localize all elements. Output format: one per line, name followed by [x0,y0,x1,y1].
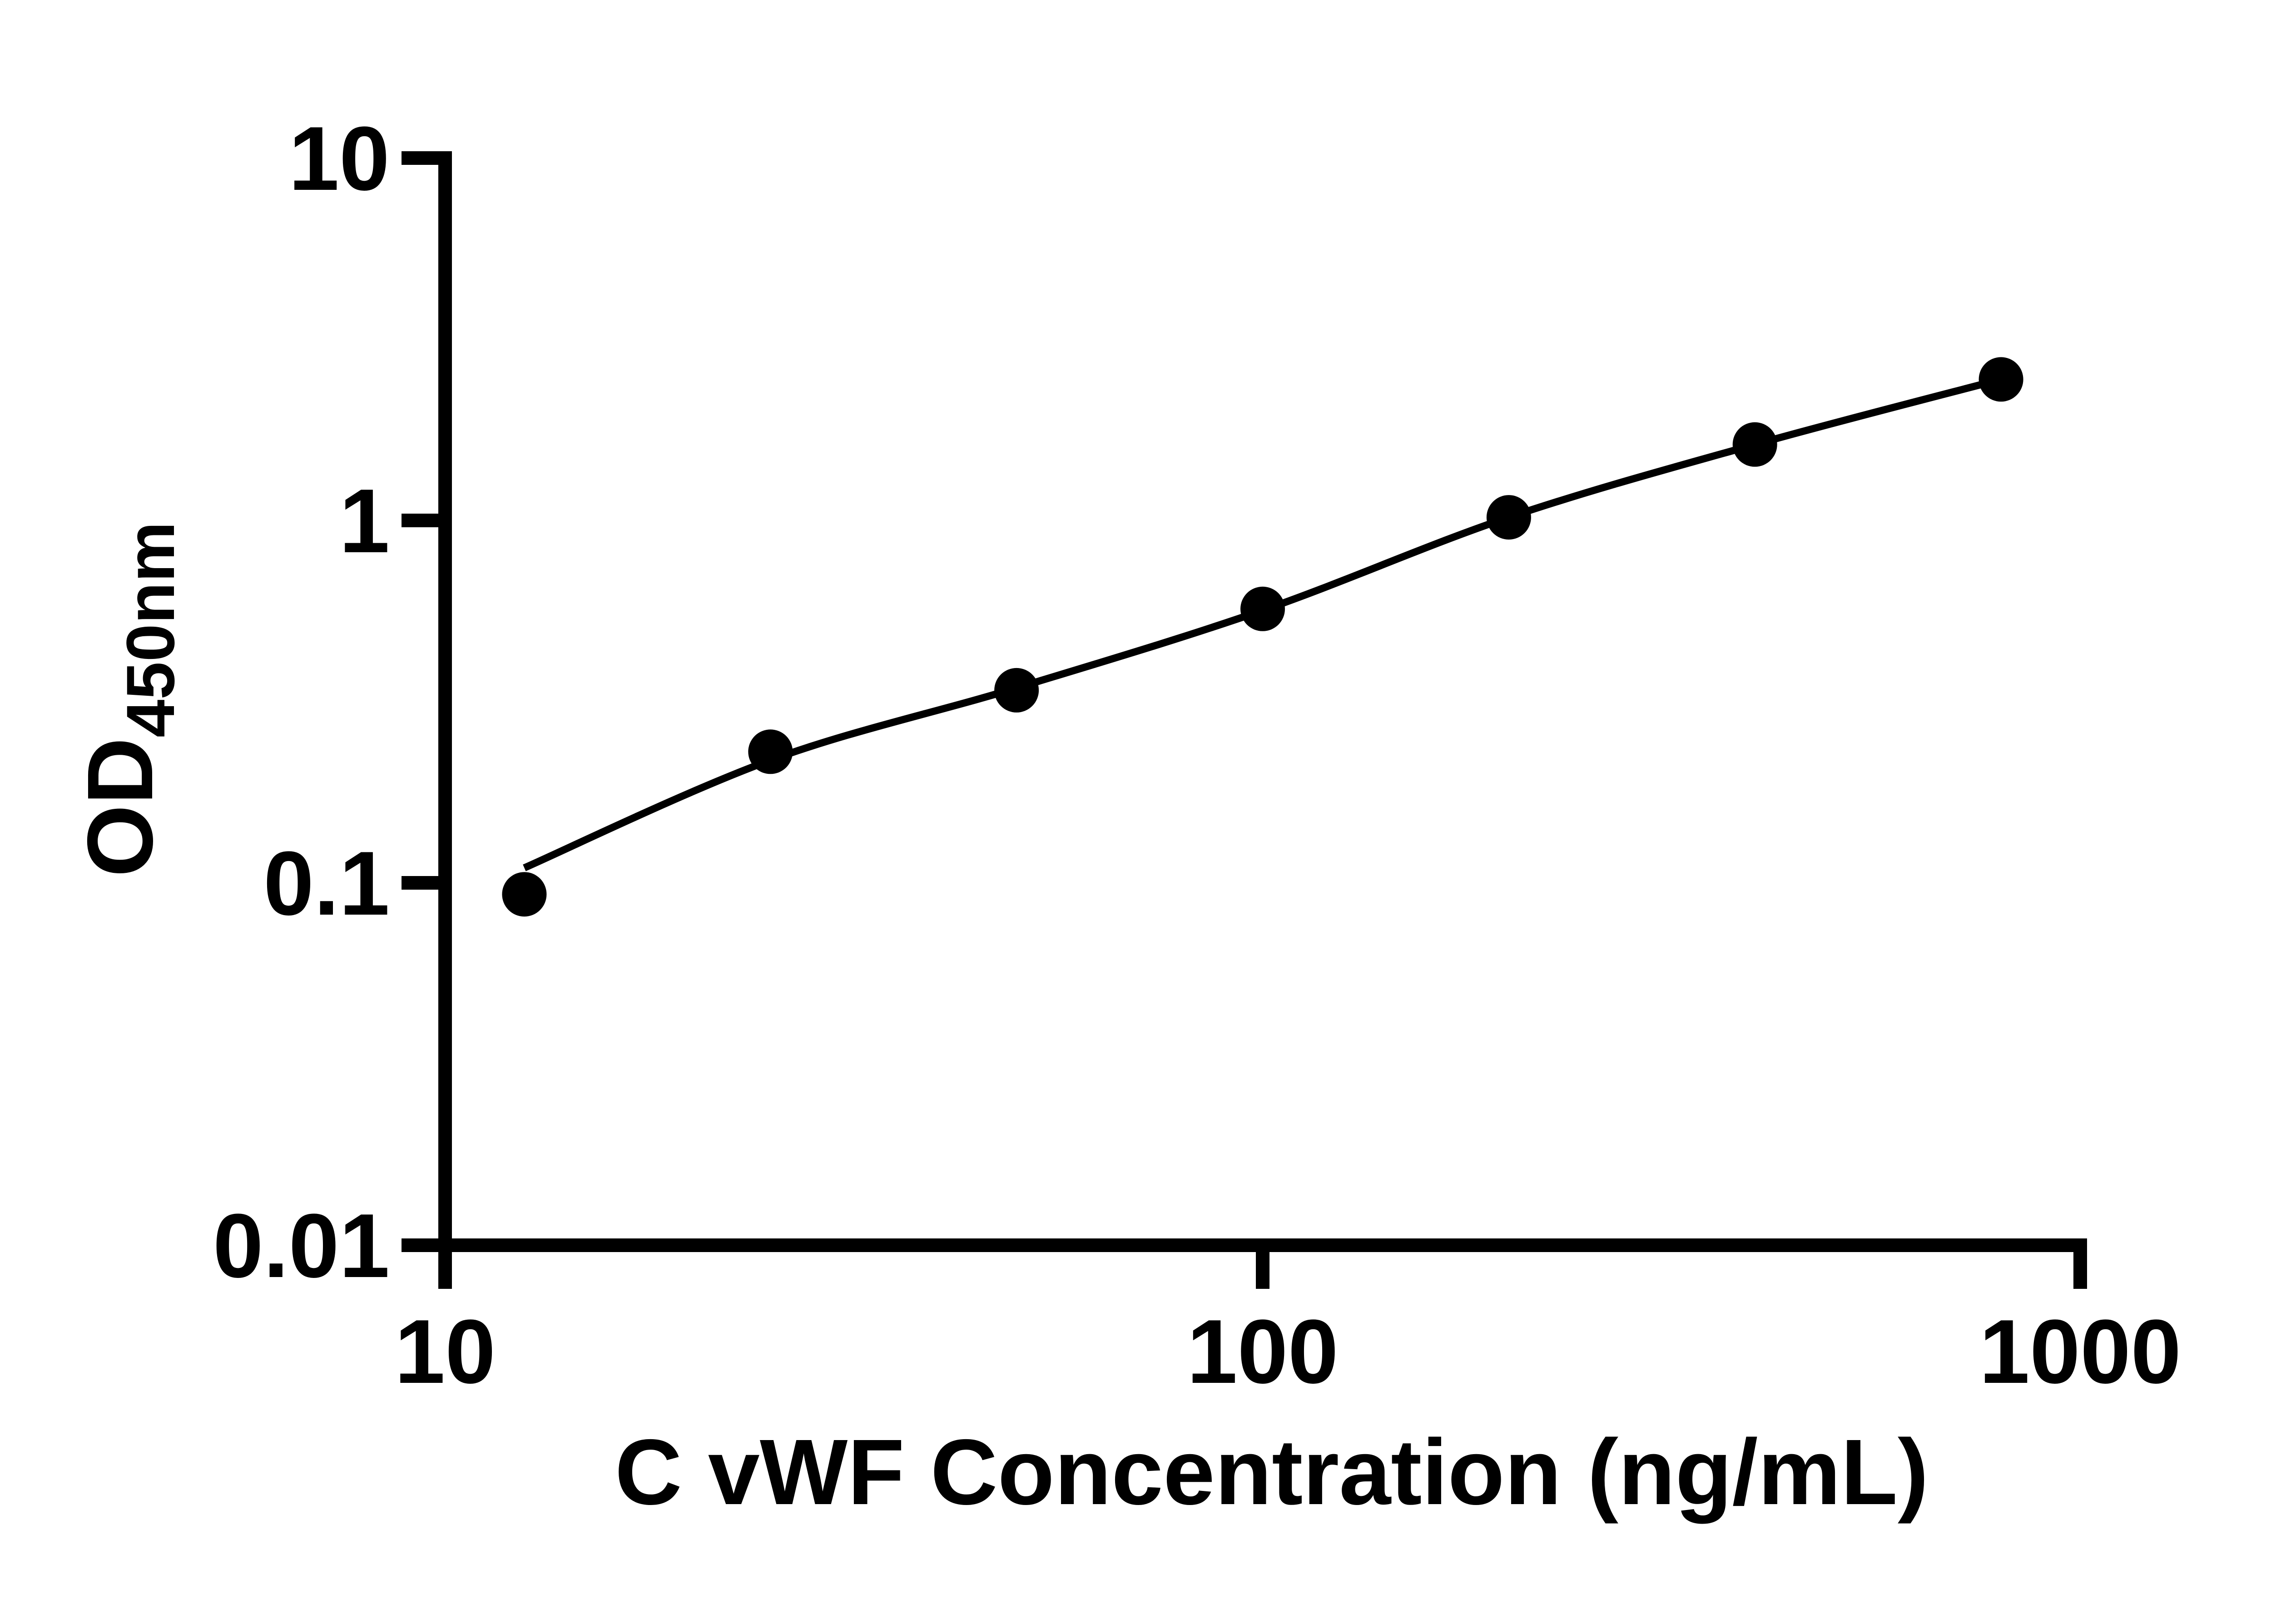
data-point [502,872,547,917]
svg-text:OD450nm: OD450nm [68,522,188,877]
data-point [748,729,793,774]
x-tick-label: 1000 [1979,1301,2182,1402]
data-points-layer [502,357,2023,917]
y-tick-label: 10 [289,108,390,209]
x-tick-label: 10 [395,1301,496,1402]
data-point [994,668,1039,713]
y-tick-label: 0.01 [213,1195,390,1297]
y-axis-title-main: OD [68,738,172,877]
data-point [1240,586,1285,631]
data-point [1732,422,1777,467]
y-axis-title-subscript: 450nm [112,522,188,738]
data-point [1978,357,2023,402]
x-tick-label: 100 [1187,1301,1339,1402]
axes [402,151,2087,1289]
x-axis-title: C vWF Concentration (ng/mL) [615,1420,1929,1524]
y-tick-label: 1 [339,470,390,572]
y-tick-label: 0.1 [263,833,390,934]
data-point [1486,495,1531,540]
y-axis-title: OD450nm [68,522,188,877]
